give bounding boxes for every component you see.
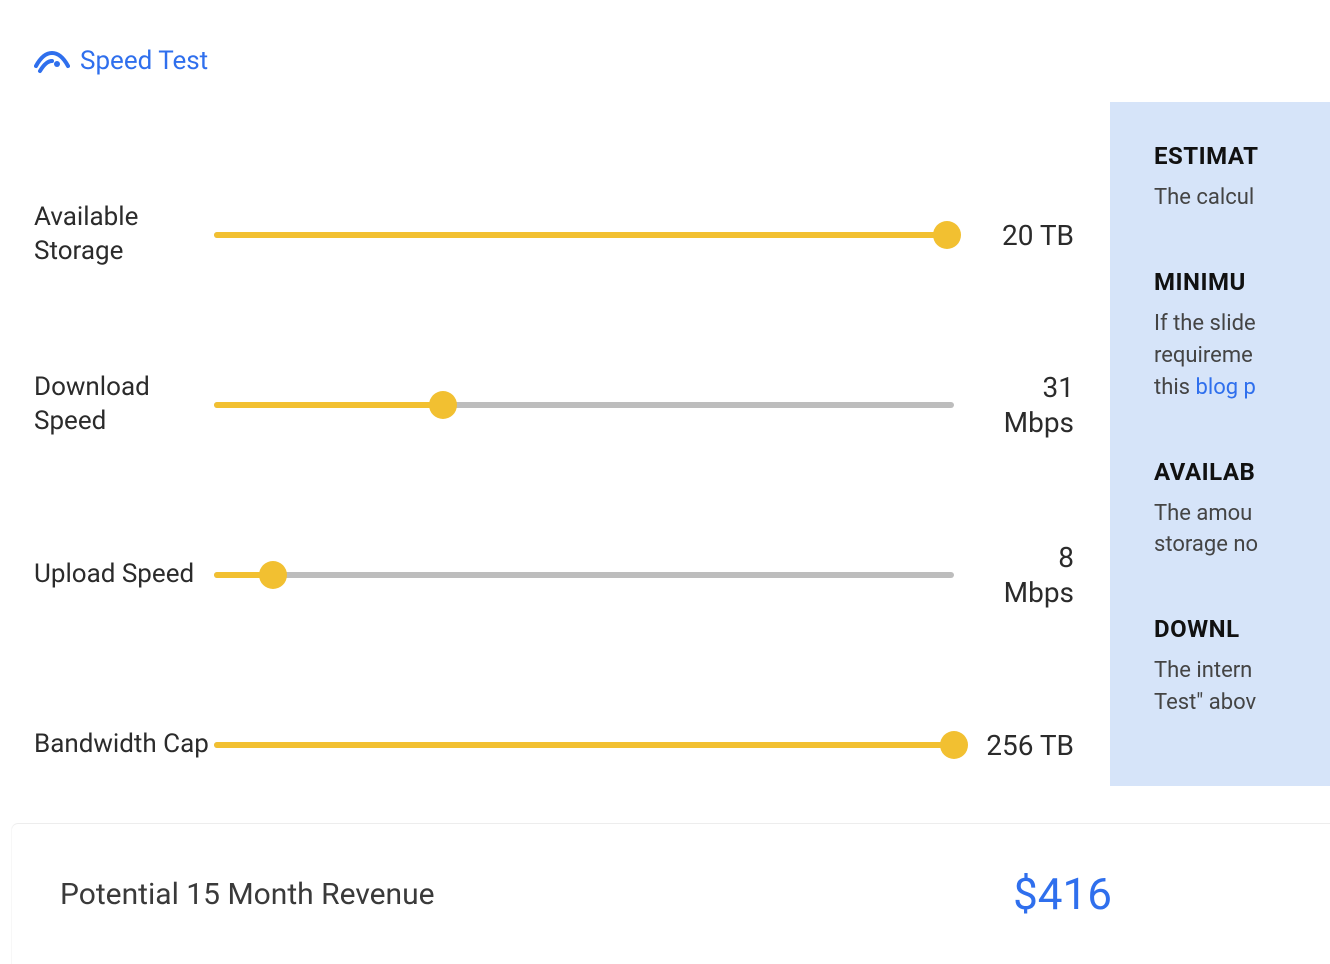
speed-test-label: Speed Test [80, 46, 208, 76]
slider-label-bandwidth: Bandwidth Cap [34, 728, 214, 762]
info-link[interactable]: blog p [1195, 375, 1255, 400]
slider-value-storage: 20 TB [954, 218, 1074, 253]
speed-test-link[interactable]: Speed Test [34, 46, 208, 76]
slider-thumb-upload[interactable] [259, 561, 287, 589]
slider-value-download: 31Mbps [954, 370, 1074, 440]
info-heading: MINIMU [1154, 268, 1330, 296]
info-body: If the sliderequiremethis blog p [1154, 308, 1330, 404]
slider-track-download[interactable] [214, 390, 954, 420]
info-section-2: AVAILAB The amoustorage no [1154, 458, 1330, 562]
slider-row-storage: Available Storage 20 TB [34, 150, 1074, 320]
speed-test-icon [34, 47, 70, 75]
slider-thumb-storage[interactable] [933, 221, 961, 249]
sliders-panel: Available Storage 20 TB Download Speed 31Mb… [34, 150, 1074, 830]
slider-label-upload: Upload Speed [34, 558, 214, 592]
slider-row-download: Download Speed 31Mbps [34, 320, 1074, 490]
slider-row-upload: Upload Speed 8Mbps [34, 490, 1074, 660]
info-body: The amoustorage no [1154, 498, 1330, 562]
slider-track-upload[interactable] [214, 560, 954, 590]
slider-track-storage[interactable] [214, 220, 954, 250]
slider-track-bandwidth[interactable] [214, 730, 954, 760]
slider-row-bandwidth: Bandwidth Cap 256 TB [34, 660, 1074, 830]
info-section-0: ESTIMAT The calcul [1154, 142, 1330, 214]
slider-thumb-bandwidth[interactable] [940, 731, 968, 759]
info-body: The internTest" abov [1154, 655, 1330, 719]
slider-value-upload: 8Mbps [954, 540, 1074, 610]
info-heading: AVAILAB [1154, 458, 1330, 486]
slider-fill [214, 402, 443, 408]
slider-thumb-download[interactable] [429, 391, 457, 419]
info-section-1: MINIMU If the sliderequiremethis blog p [1154, 268, 1330, 404]
revenue-amount: $416 [1013, 868, 1112, 920]
info-body: The calcul [1154, 182, 1330, 214]
slider-label-download: Download Speed [34, 371, 214, 439]
revenue-label: Potential 15 Month Revenue [60, 877, 435, 912]
info-heading: DOWNL [1154, 615, 1330, 643]
slider-value-bandwidth: 256 TB [954, 728, 1074, 763]
slider-label-storage: Available Storage [34, 201, 214, 269]
slider-fill [214, 232, 947, 238]
slider-track-bg [214, 572, 954, 578]
slider-fill [214, 742, 954, 748]
info-heading: ESTIMAT [1154, 142, 1330, 170]
info-section-3: DOWNL The internTest" abov [1154, 615, 1330, 719]
info-panel: ESTIMAT The calcul MINIMU If the sliderequi… [1110, 102, 1330, 786]
revenue-card: Potential 15 Month Revenue $416 [12, 824, 1330, 964]
